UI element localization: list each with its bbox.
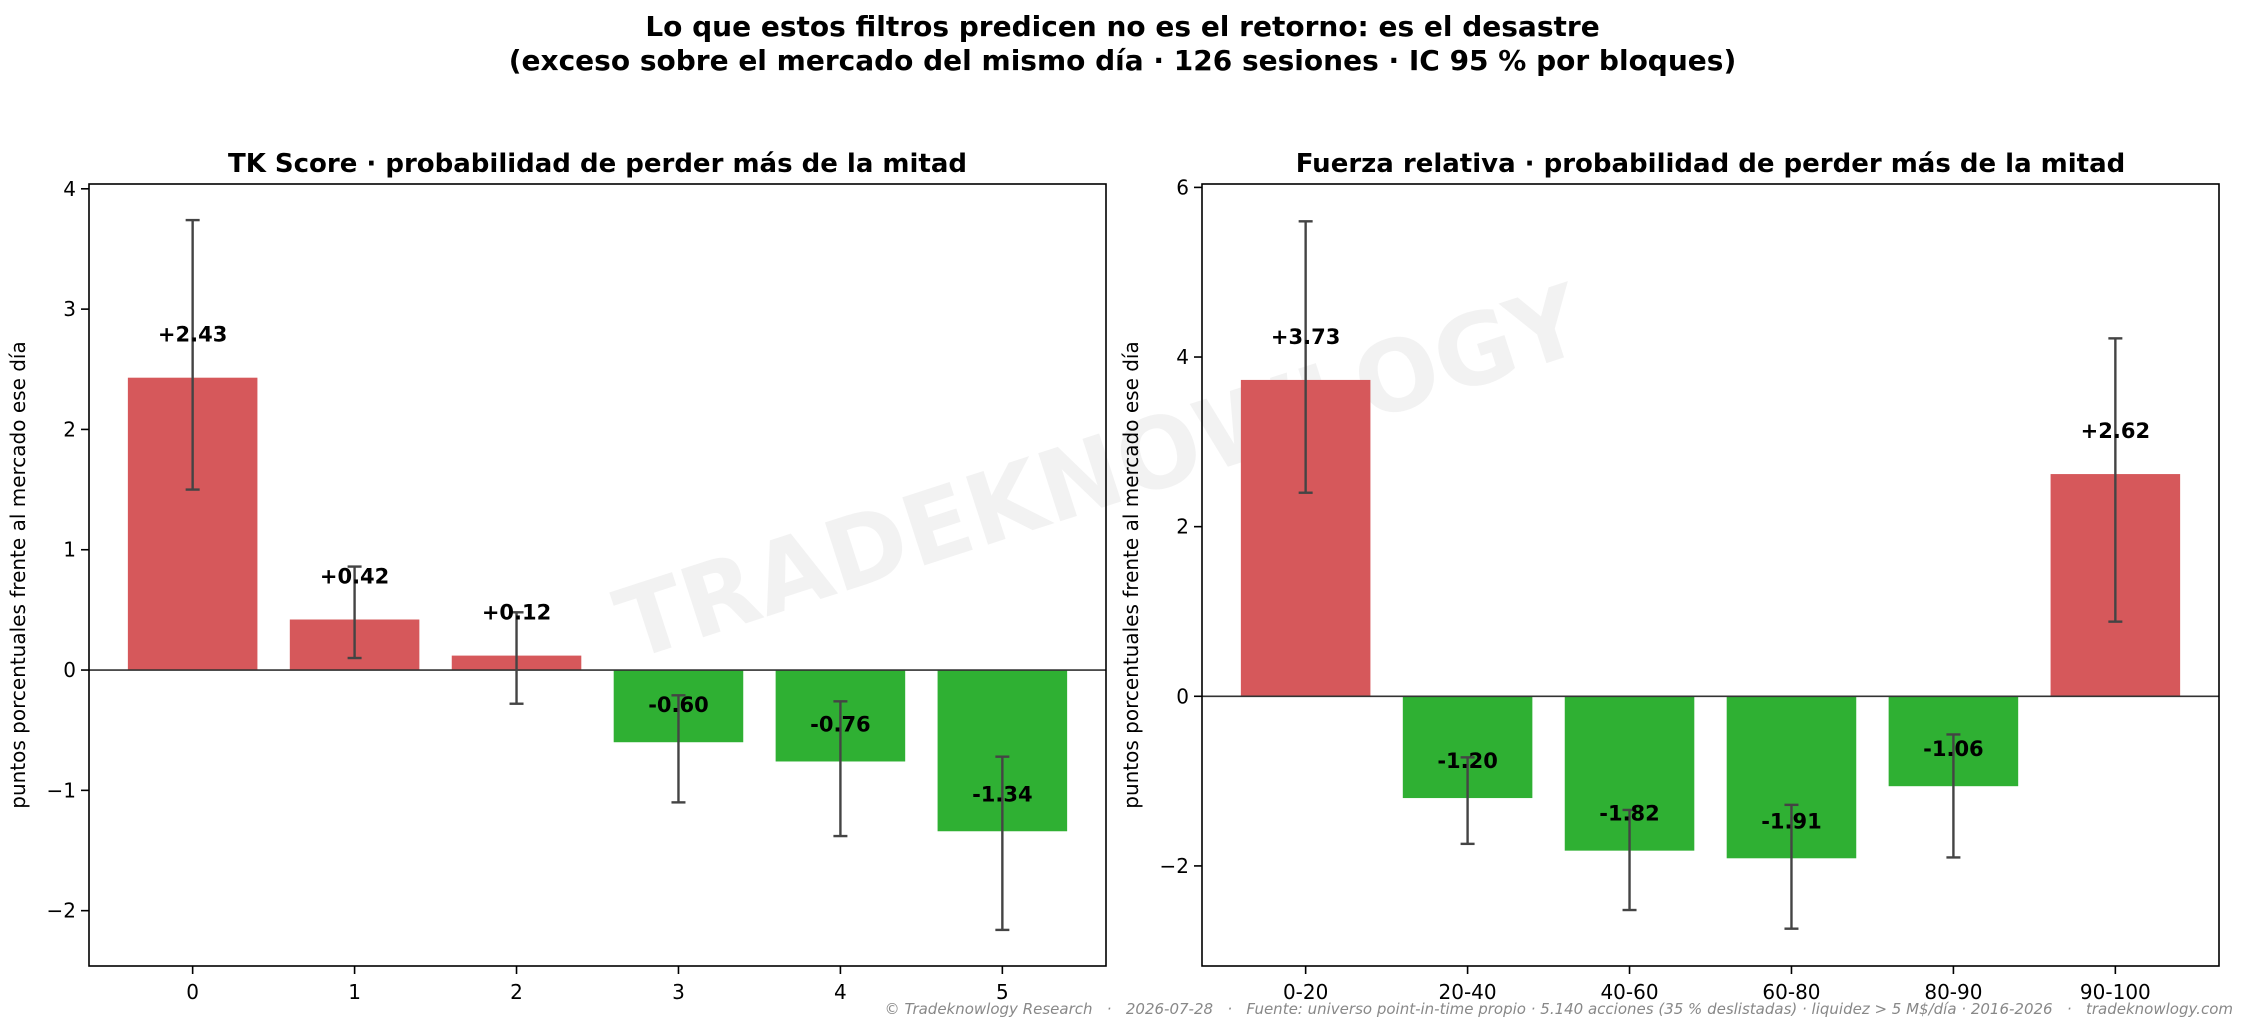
y-tick-label: 2	[63, 417, 76, 441]
x-tick-label: 2	[510, 980, 523, 1004]
data-label: -0.76	[810, 712, 871, 736]
y-tick-label: 1	[63, 538, 76, 562]
plot-frame	[88, 183, 1107, 967]
chart-panel-1: TK Score · probabilidad de perder más de…	[6, 149, 1107, 1004]
x-tick-label: 4	[834, 980, 847, 1004]
y-tick-label: −2	[1160, 854, 1189, 878]
data-label: -0.60	[648, 693, 709, 717]
chart-title: Fuerza relativa · probabilidad de perder…	[1296, 149, 2126, 179]
data-label: +0.12	[482, 601, 551, 625]
plot-frame	[1201, 183, 2220, 967]
data-label: +2.43	[158, 323, 227, 347]
y-tick-label: 4	[1176, 345, 1189, 369]
y-tick-label: 4	[63, 177, 76, 201]
data-label: -1.82	[1599, 802, 1660, 826]
chart-title: TK Score · probabilidad de perder más de…	[228, 149, 967, 179]
y-axis-label: puntos porcentuales frente al mercado es…	[1119, 341, 1143, 809]
x-tick-label: 3	[672, 980, 685, 1004]
watermark-text: TRADEKNOWLOGY	[603, 263, 1597, 683]
x-tick-label: 0-20	[1283, 980, 1328, 1004]
x-tick-label: 0	[186, 980, 199, 1004]
data-label: -1.91	[1761, 809, 1822, 833]
x-tick-label: 1	[348, 980, 361, 1004]
y-tick-label: 0	[63, 658, 76, 682]
data-label: -1.34	[972, 782, 1033, 806]
x-tick-label: 20-40	[1439, 980, 1497, 1004]
y-tick-label: −1	[47, 778, 76, 802]
data-label: +0.42	[320, 565, 389, 589]
data-label: -1.06	[1923, 737, 1984, 761]
y-tick-label: 6	[1176, 175, 1189, 199]
x-tick-label: 90-100	[2080, 980, 2151, 1004]
y-tick-label: −2	[47, 899, 76, 923]
y-tick-label: 2	[1176, 515, 1189, 539]
x-tick-label: 40-60	[1600, 980, 1658, 1004]
y-tick-label: 3	[63, 297, 76, 321]
figure-title: Lo que estos filtros predicen no es el r…	[645, 10, 1600, 43]
data-label: -1.20	[1437, 749, 1498, 773]
figure-subtitle: (exceso sobre el mercado del mismo día ·…	[508, 44, 1737, 77]
chart-panel-2: Fuerza relativa · probabilidad de perder…	[1119, 149, 2220, 1004]
data-label: +3.73	[1271, 325, 1340, 349]
y-axis-label: puntos porcentuales frente al mercado es…	[6, 341, 30, 809]
footer-credits: © Tradeknowlogy Research · 2026-07-28 · …	[884, 1000, 2233, 1018]
data-label: +2.62	[2081, 419, 2150, 443]
y-tick-label: 0	[1176, 684, 1189, 708]
x-tick-label: 80-90	[1924, 980, 1982, 1004]
x-tick-label: 60-80	[1762, 980, 1820, 1004]
x-tick-label: 5	[996, 980, 1009, 1004]
